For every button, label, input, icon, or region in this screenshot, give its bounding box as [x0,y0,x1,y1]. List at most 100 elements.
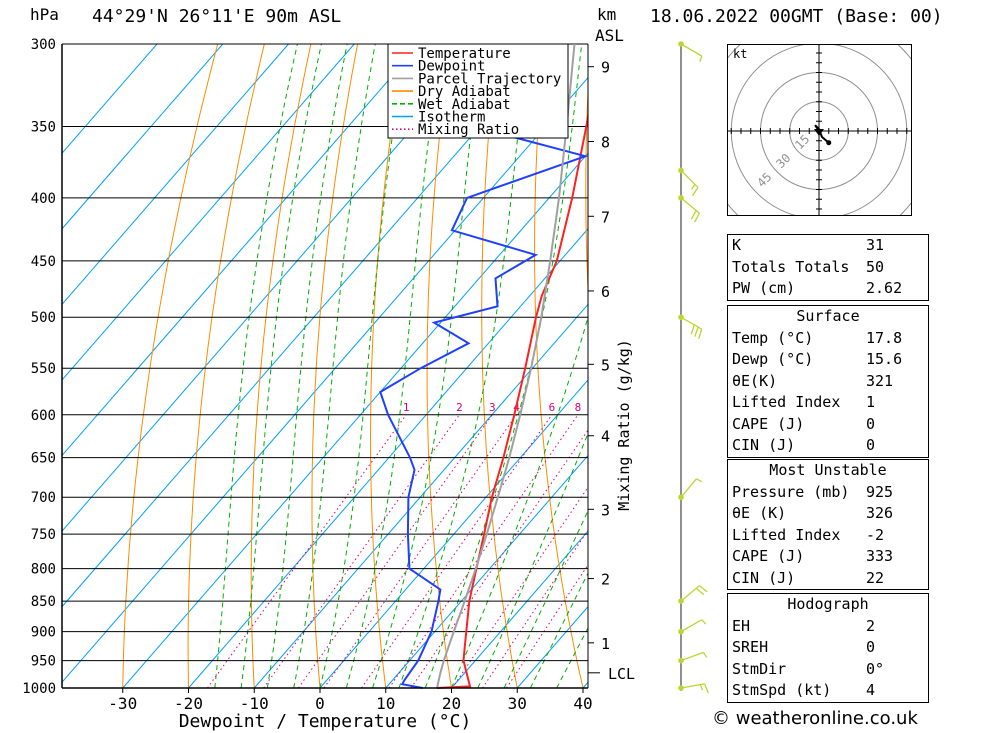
pressure-tick-label: 400 [31,191,56,207]
legend-label: Parcel Trajectory [418,71,561,87]
hodograph-unit-label: kt [733,47,747,61]
pressure-gridlines: 300 350 400 450 500 550 600 650 700 750 800 850 900 9… [22,37,588,697]
km-tick-label: 5 [601,356,610,374]
hodograph-table: Hodograph EH 2 SREH 0 StmDir 0° StmSpd (kt)… [727,593,929,703]
wind-barb-flag [699,684,704,691]
pressure-tick-label: 900 [31,625,56,641]
km-tick-label: 1 [601,635,610,653]
legend-label: Temperature [418,46,511,62]
wind-barb-flag [695,587,705,596]
x-tick-label: 10 [376,694,395,713]
wind-barb-shaft [680,478,697,498]
hodo-row: SREH 0 [728,637,928,659]
hodograph-storm-marker [814,129,824,136]
hodograph-end-dot [826,140,832,146]
row-label: Pressure (mb) [732,482,850,501]
surface-title: Surface [796,307,860,325]
row-value: 925 [866,482,894,501]
wet-adiabat-line [503,509,588,689]
wind-barb-flag [690,210,697,220]
x-tick-label: 20 [442,694,461,713]
isotherm-line [188,228,588,689]
pressure-tick-label: 700 [31,490,56,506]
isotherm-line [122,152,588,689]
dry-adiabat-line [585,80,588,298]
surface-row: Dewp (°C) 15.6 [728,349,928,371]
pressure-tick-label: 450 [31,254,56,270]
dry-adiabat-line [635,44,714,688]
isotherm-line [62,44,355,381]
station-location: 44°29'N 26°11'E 90m ASL [92,6,342,27]
row-label: Lifted Index [732,393,841,411]
wet-adiabat-line [293,44,376,689]
hodograph-trace [814,124,830,144]
row-value: 15.6 [866,350,903,368]
chart-background-lines: 1 2 3 4 6 8 10 15 20 25 [62,44,714,689]
row-label: θE (K) [732,504,787,522]
pressure-tick-label: 500 [31,310,56,326]
index-label: K [732,236,742,254]
row-label: Temp (°C) [732,328,814,347]
mixing-ratio-line [388,414,579,689]
km-tick-label: 3 [601,501,610,519]
hodograph-ring-label: 30 [773,151,793,171]
surface-row: Temp (°C) 17.8 [728,328,928,350]
hodo-row: StmSpd (kt) 4 [728,680,928,702]
row-label: EH [732,616,751,635]
index-label: Totals Totals [732,257,850,276]
x-tick-label: -10 [240,694,269,713]
wind-barb-flag [699,55,703,62]
mixing-ratio-line [323,414,517,689]
row-value: -2 [866,525,885,544]
mixing-ratio-line [506,563,588,689]
x-axis-label: Dewpoint / Temperature (°C) [179,711,472,732]
wind-barb-flag [702,652,708,658]
series-temperature-line [436,111,588,689]
row-value: 22 [866,568,885,587]
wet-adiabat-line [240,44,322,689]
wet-adiabat-line [424,44,583,689]
legend-label: Dry Adiabat [418,84,511,100]
wind-barb-shaft [680,316,703,330]
copyright-link[interactable]: © weatheronline.co.uk [712,708,918,729]
chart-axes: -30 -20 -10 0 10 20 30 40 Dewpoint / Temperature… [61,44,635,732]
row-value: 326 [866,504,894,522]
wind-barb-flag [691,184,696,190]
isotherm-line [62,44,158,154]
legend-box [387,43,569,139]
wet-adiabat-line [398,44,529,689]
series-parcel-trajectory-line [436,44,576,689]
row-value: 0 [866,436,876,454]
mixing-ratio-label: 8 [575,401,582,414]
isotherm-line [62,44,289,306]
pressure-tick-label: 650 [31,451,56,467]
most-unstable-title: Most Unstable [769,461,887,479]
mixing-ratio-axis-title: Mixing Ratio (g/kg) [615,339,633,511]
row-label: StmDir [732,659,787,678]
pressure-tick-label: 300 [31,37,56,53]
skewt-chart: 1 2 3 4 6 8 10 15 20 25 3003504004505005506006507… [22,37,714,732]
pressure-tick-label: 850 [31,594,56,610]
km-tick-label: 2 [601,571,610,589]
isotherm-line [62,76,588,684]
wind-barb-flag [690,324,695,335]
mixing-ratio-line [206,414,407,689]
pressure-tick-label: 1000 [22,681,56,697]
mu-row: Pressure (mb) 925 [728,482,928,504]
surface-row: CAPE (J) 0 [728,414,928,436]
pressure-tick-label: 550 [31,361,56,377]
row-label: SREH [732,638,769,656]
wind-barb-shaft [680,197,700,214]
dry-adiabat-line [481,44,518,689]
hodograph-panel: kt 15 30 45 [727,44,912,216]
wind-barb-flag [698,329,703,339]
km-axis-unit: km [597,5,617,24]
mixing-ratio-line [263,414,460,689]
wind-barb-flag [691,187,699,197]
km-tick-label: 8 [601,134,610,152]
isotherm-line [319,379,588,689]
pressure-tick-label: 750 [31,527,56,543]
wet-adiabat-line [477,432,588,689]
index-value: 31 [866,236,885,254]
x-tick-label: -20 [174,694,203,713]
